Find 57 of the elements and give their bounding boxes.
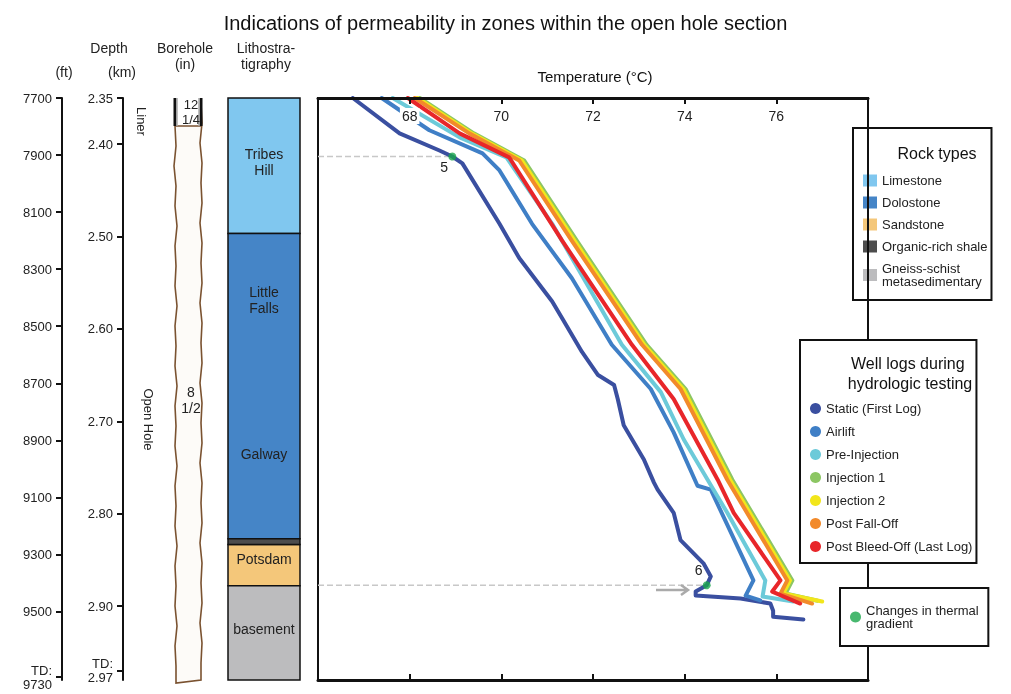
x-tick-label: 76 — [768, 108, 785, 124]
annotation: Galway — [239, 446, 289, 463]
legend-label: Gneiss-schist metasedimentary — [882, 261, 983, 289]
annotation: 5 — [440, 159, 449, 176]
legend-label: Organic-rich shale — [882, 239, 988, 254]
y2-tick-label: 2.60 — [87, 321, 113, 337]
y-tick-label: 9300 — [23, 546, 52, 562]
legend-title: Well logs during hydrologic testing — [847, 354, 973, 392]
text: Borehole (in) — [155, 40, 214, 73]
legend-label: Pre-Injection — [826, 447, 899, 462]
legend-label: Injection 1 — [826, 470, 886, 485]
legend-label: Injection 2 — [826, 493, 886, 508]
x-tick-label: 70 — [493, 108, 510, 124]
legend-label: Airlift — [826, 424, 856, 439]
y-tick-label: 9100 — [23, 489, 52, 505]
text: Open Hole — [139, 388, 156, 451]
y2-tick-label: 2.80 — [87, 506, 113, 522]
x-axis-title: Temperature (°C) — [537, 68, 653, 85]
y2-tick-label: 2.50 — [87, 229, 113, 245]
y-tick-label: 8700 — [23, 375, 52, 391]
text: Depth — [89, 40, 129, 57]
legend-label: Post Bleed-Off (Last Log) — [826, 539, 973, 554]
annotation: Tribes Hill — [243, 146, 285, 179]
y-tick-label: 8900 — [23, 432, 52, 448]
y-tick-label: 8100 — [23, 204, 52, 220]
annotation: Little Falls — [248, 284, 280, 317]
annotation: Potsdam — [235, 551, 293, 568]
annotation: 12 1/4 — [176, 97, 206, 128]
x-tick-label: 72 — [585, 108, 601, 124]
y-tick-label: 8500 — [23, 318, 52, 334]
x-tick-label: 74 — [676, 108, 693, 124]
legend-title: Rock types — [897, 144, 977, 162]
annotation: basement — [232, 621, 296, 638]
text: Liner — [132, 107, 149, 136]
legend-label: Static (First Log) — [826, 401, 922, 416]
chart-title: Indications of permeability in zones within the open hole section — [223, 12, 788, 34]
y-tick-label: 8300 — [23, 261, 52, 277]
y-axis-title: (ft) — [54, 64, 74, 81]
legend-label: Limestone — [882, 173, 942, 188]
y2-tick-label: TD: 2.97 — [87, 656, 113, 686]
legend-label: Sandstone — [882, 217, 945, 232]
y-tick-label: TD: 9730 — [23, 662, 52, 692]
y2-axis-title: (km) — [107, 64, 137, 81]
y2-tick-label: 2.90 — [87, 598, 113, 614]
y2-tick-label: 2.35 — [87, 90, 113, 106]
legend-label: Post Fall-Off — [826, 516, 899, 531]
y2-tick-label: 2.70 — [87, 413, 113, 429]
legend-label: Changes in thermal gradient — [866, 603, 983, 631]
y2-tick-label: 2.40 — [87, 136, 113, 152]
x-tick-label: 68 — [401, 108, 418, 124]
y-tick-label: 9500 — [23, 604, 52, 620]
annotation: 8 1/2 — [180, 384, 202, 417]
x-axis-title: Lithostra-tigraphy — [235, 40, 297, 73]
y-tick-label: 7700 — [23, 90, 52, 106]
legend-label: Dolostone — [882, 195, 941, 210]
y-tick-label: 7900 — [23, 147, 52, 163]
annotation: 6 — [694, 562, 703, 579]
